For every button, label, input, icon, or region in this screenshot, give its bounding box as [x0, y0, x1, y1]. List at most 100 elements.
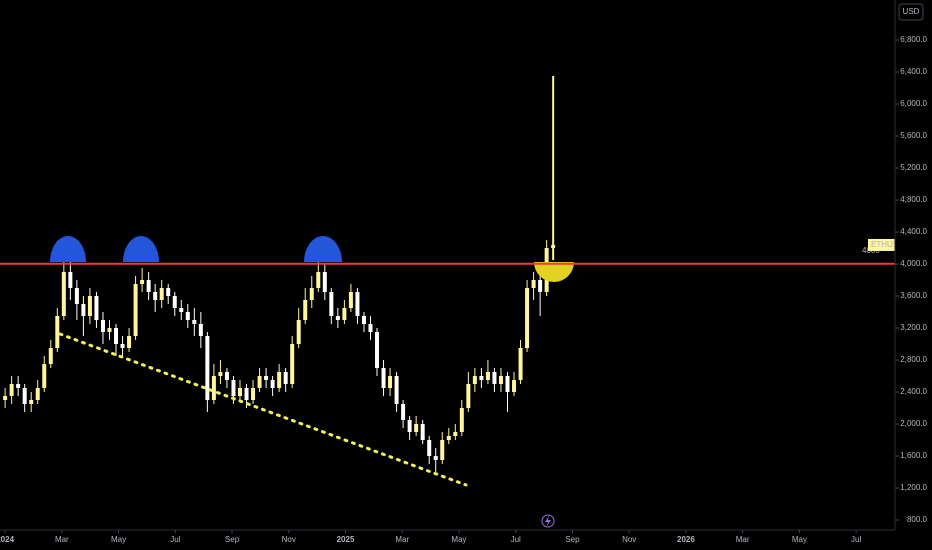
candle-body	[407, 420, 412, 432]
candle-body	[466, 384, 471, 408]
x-tick-label: Nov	[622, 535, 636, 544]
candle-body	[420, 424, 425, 440]
candle-body	[329, 292, 334, 316]
x-tick-label: May	[451, 535, 466, 544]
candle-body	[290, 344, 295, 384]
x-tick-label: May	[792, 535, 807, 544]
x-tick-label: May	[111, 535, 126, 544]
trend-line	[58, 332, 468, 487]
candle-body	[264, 376, 269, 380]
candle-body	[348, 292, 353, 308]
candle-body	[433, 456, 438, 460]
candle-body	[512, 380, 517, 392]
candle-body	[270, 380, 275, 388]
candle-body	[35, 388, 40, 400]
candle-body	[277, 372, 282, 388]
candle-body	[159, 288, 164, 300]
candle-body	[22, 388, 27, 404]
price-axis	[895, 0, 932, 550]
y-tick-label: 3,200.0	[900, 323, 927, 332]
candle-body	[172, 296, 177, 308]
candle-body	[205, 336, 210, 400]
candle-body	[335, 316, 340, 320]
candle-body	[127, 336, 132, 348]
y-tick-label: 6,800.0	[900, 35, 927, 44]
candle-body	[166, 288, 171, 296]
y-tick-label: 2,800.0	[900, 355, 927, 364]
candle-body	[231, 380, 236, 396]
y-tick-label: 5,600.0	[900, 131, 927, 140]
candle-body	[381, 368, 386, 388]
candle-body	[42, 364, 47, 388]
candle-body	[492, 372, 497, 384]
candle-body	[388, 376, 393, 388]
candle-body	[9, 384, 14, 396]
candle-body	[414, 424, 419, 432]
candle-body	[531, 280, 536, 288]
y-tick-label: 4,400.0	[900, 227, 927, 236]
top-marker	[123, 236, 159, 262]
candle-body	[179, 308, 184, 312]
candle-body	[309, 288, 314, 300]
candle-body	[16, 384, 21, 388]
candle-body	[394, 376, 399, 404]
x-tick-label: 2026	[677, 535, 695, 544]
lightning-icon[interactable]	[541, 514, 555, 528]
candle-body	[498, 376, 503, 384]
x-tick-label: Sep	[565, 535, 580, 544]
candle-body	[283, 372, 288, 384]
candle-body	[185, 312, 190, 320]
candle-body	[114, 328, 119, 344]
x-tick-label: Sep	[225, 535, 240, 544]
candle-body	[146, 280, 151, 292]
y-tick-label: 4,800.0	[900, 195, 927, 204]
x-tick-label: Mar	[736, 535, 750, 544]
candle-body	[192, 320, 197, 324]
candle-body	[224, 372, 229, 380]
candle-body	[322, 272, 327, 292]
y-tick-label: 2,000.0	[900, 419, 927, 428]
candle-body	[198, 324, 203, 336]
candle-body	[303, 300, 308, 320]
cup-marker	[534, 262, 574, 282]
x-tick-label: 2025	[337, 535, 355, 544]
top-marker	[50, 236, 86, 262]
candle-body	[94, 296, 99, 320]
candle-body	[368, 324, 373, 332]
candle-body	[100, 320, 105, 332]
symbol-label: ETHUSD	[871, 240, 904, 249]
candle-body	[361, 316, 366, 324]
y-tick-label: 4,000.0	[900, 259, 927, 268]
candle-body	[525, 288, 530, 348]
candle-body	[87, 296, 92, 316]
currency: USD	[903, 7, 920, 16]
candle-body	[3, 396, 8, 400]
candle-body	[81, 304, 86, 316]
candle-body	[237, 388, 242, 396]
candle-body	[427, 440, 432, 456]
candle-body	[74, 288, 79, 304]
symbol-tag	[868, 238, 897, 251]
candle-body	[453, 432, 458, 436]
y-tick-label: 3,600.0	[900, 291, 927, 300]
candle-body	[518, 348, 523, 380]
candle-body	[55, 316, 60, 348]
candle-body	[342, 308, 347, 320]
candle-body	[29, 400, 34, 404]
x-tick-label: Mar	[395, 535, 409, 544]
currency-box[interactable]	[898, 3, 924, 21]
y-tick-label: 6,000.0	[900, 99, 927, 108]
candle-body	[479, 376, 484, 380]
candle-body	[257, 376, 262, 388]
candle-body	[211, 376, 216, 400]
candle-body	[244, 388, 249, 400]
candle-body	[440, 440, 445, 460]
candle-body	[133, 284, 138, 336]
candle-body	[107, 328, 112, 332]
candle-body	[153, 292, 158, 300]
x-tick-label: Nov	[282, 535, 296, 544]
axes: 800.0 1,200.0 1,600.0 2,000.0 2,400.0 2,800.0…	[0, 35, 928, 544]
